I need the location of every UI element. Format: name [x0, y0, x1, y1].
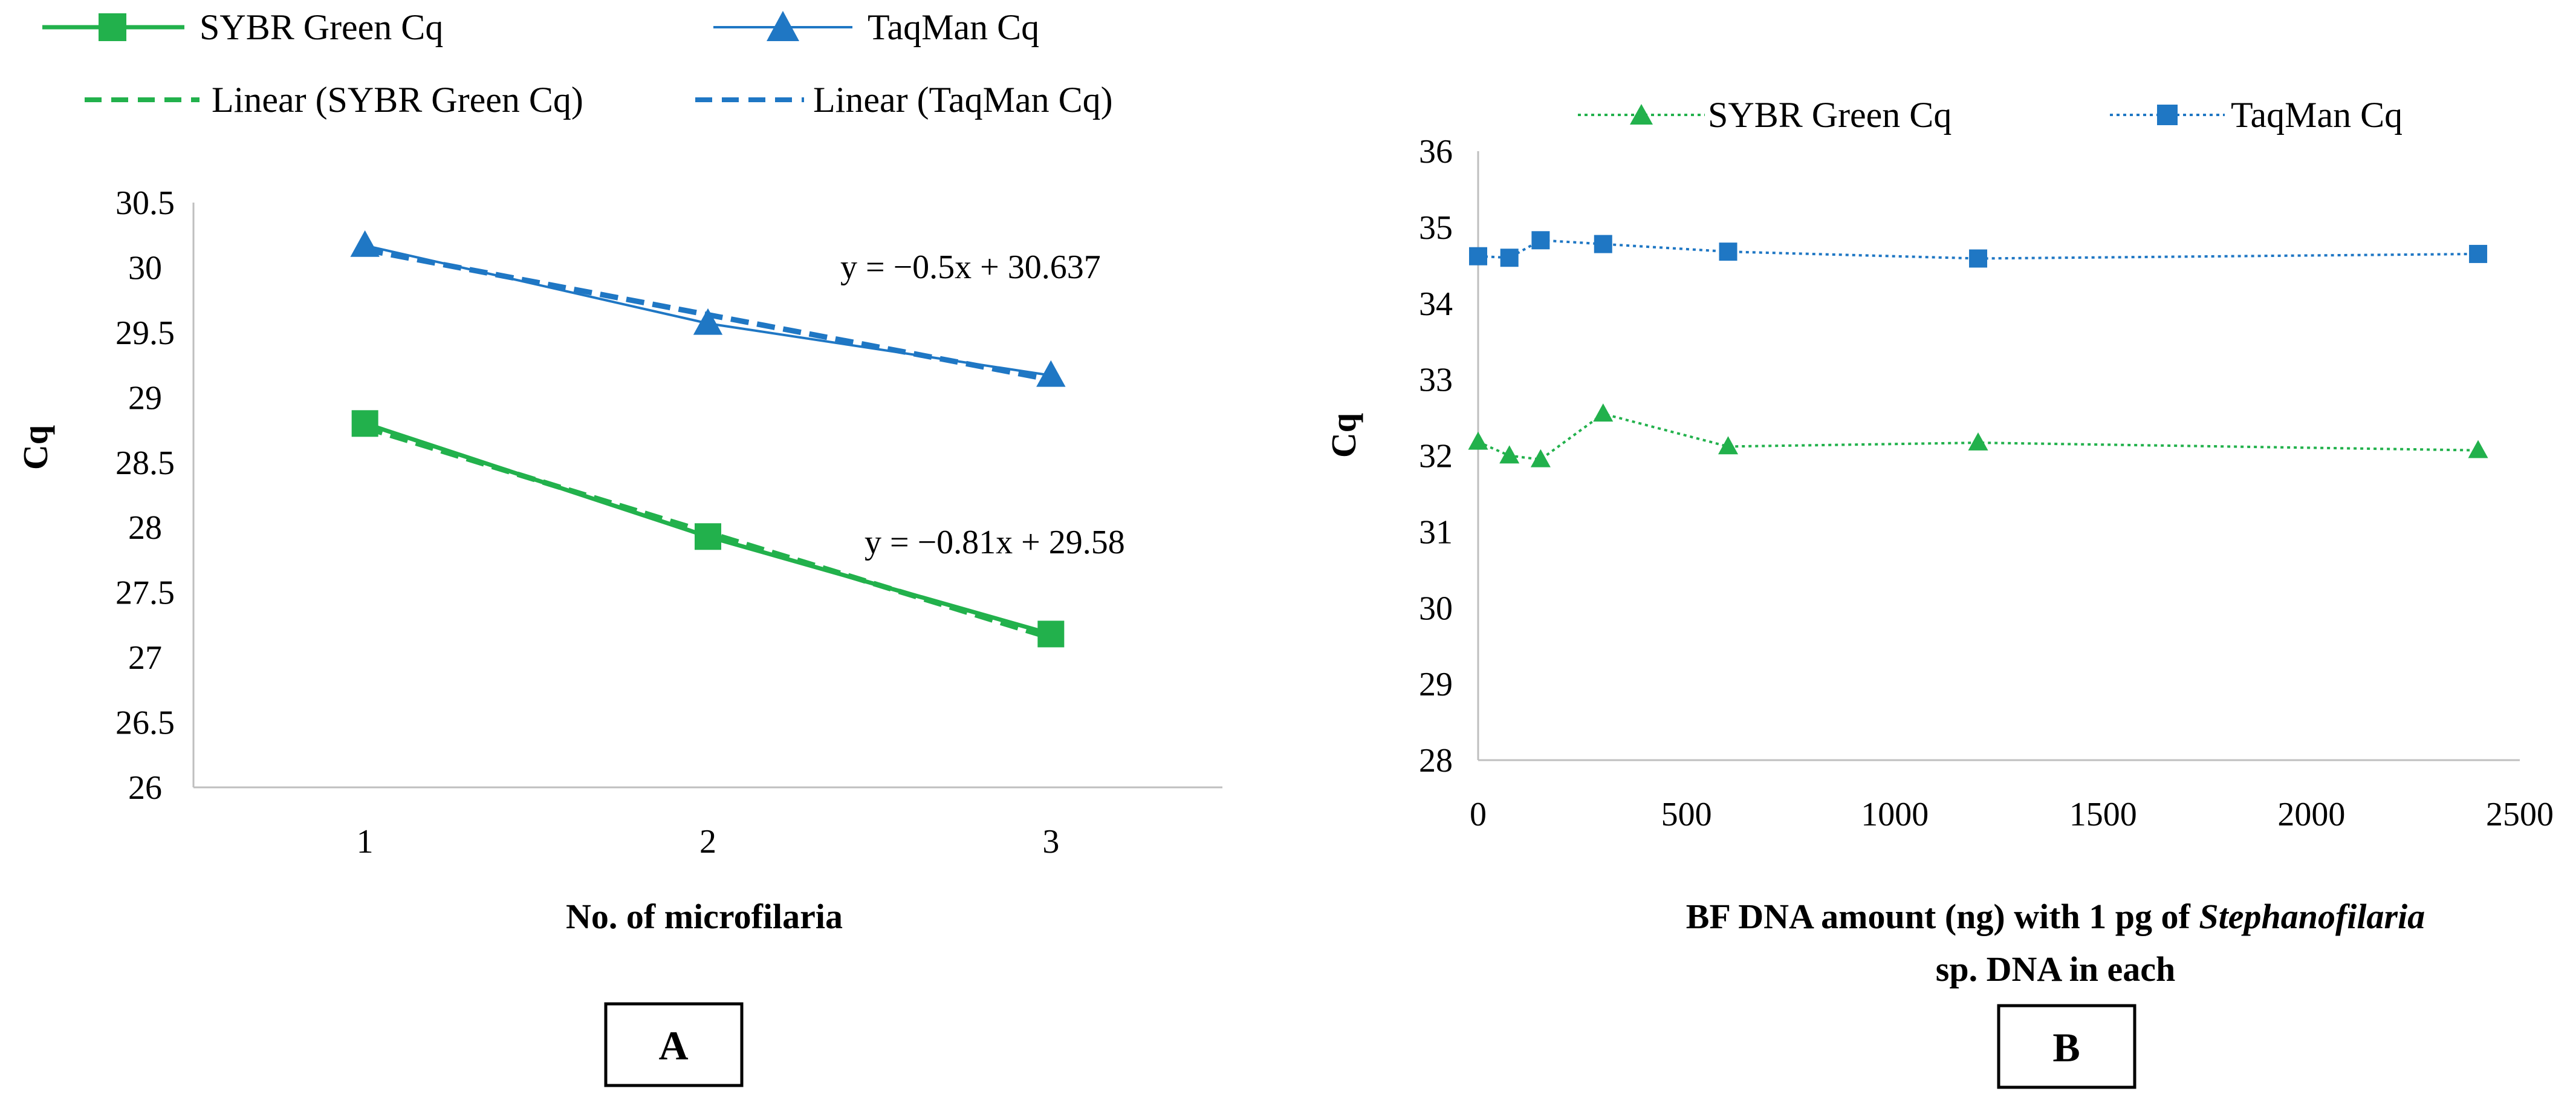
y-tick-label-a: 27.5 — [115, 574, 175, 612]
data-point-a-1 — [350, 230, 380, 257]
panel-a-label: A — [658, 1023, 688, 1069]
y-tick-label-a: 27 — [128, 639, 162, 677]
y-tick-label-a: 26 — [128, 769, 162, 807]
data-point-a-0 — [695, 523, 721, 550]
x-tick-label-a: 3 — [1042, 823, 1059, 861]
x-axis-label-b-text: BF DNA amount (ng) with 1 pg of — [1686, 897, 2199, 936]
data-point-b-0 — [1718, 436, 1739, 455]
data-point-a-0 — [351, 410, 378, 437]
data-point-b-0 — [1593, 403, 1614, 422]
y-tick-label-a: 26.5 — [115, 705, 175, 742]
x-tick-label-b: 1500 — [2069, 796, 2137, 833]
legend-a-sybr-label: SYBR Green Cq — [200, 7, 443, 47]
legend-a-sybr-trend-label: Linear (SYBR Green Cq) — [212, 80, 583, 120]
data-point-b-0 — [2468, 440, 2488, 458]
data-point-b-1 — [1469, 247, 1487, 265]
y-tick-label-a: 30 — [128, 249, 162, 287]
y-tick-label-b: 31 — [1419, 513, 1453, 551]
x-axis-label-a: No. of microfilaria — [566, 897, 843, 936]
data-point-a-0 — [1037, 620, 1065, 648]
series-a — [350, 230, 1066, 648]
axes-b — [1477, 151, 2520, 761]
x-axis-label-b-line1: BF DNA amount (ng) with 1 pg of Stephano… — [1686, 897, 2425, 936]
legend-b-sybr-marker — [1630, 104, 1653, 125]
data-point-a-1 — [1036, 360, 1066, 387]
legend-a-taqman-label: TaqMan Cq — [868, 7, 1039, 47]
x-tick-label-a: 1 — [357, 823, 374, 861]
data-point-b-0 — [1499, 445, 1520, 464]
x-tick-label-a: 2 — [699, 823, 716, 861]
x-tick-label-b: 0 — [1470, 796, 1487, 833]
y-tick-label-a: 30.5 — [115, 184, 175, 222]
data-point-b-1 — [2469, 244, 2488, 263]
y-axis-label-a: Cq — [16, 425, 55, 470]
panel-b-label: B — [2052, 1024, 2080, 1070]
y-tick-label-a: 29 — [128, 379, 162, 417]
panel-b-box — [1997, 1004, 2136, 1089]
y-tick-label-b: 35 — [1419, 209, 1453, 247]
data-point-b-1 — [1969, 249, 1988, 268]
y-tick-label-b: 33 — [1419, 362, 1453, 399]
panel-a-box — [604, 1002, 744, 1087]
y-ticks-b: 28 29 30 31 32 33 34 35 36 — [1419, 133, 1453, 779]
data-point-b-0 — [1468, 431, 1488, 450]
y-tick-label-b: 34 — [1419, 285, 1453, 323]
legend-a-sybr-marker — [99, 13, 126, 41]
y-tick-label-a: 28.5 — [115, 444, 175, 482]
data-point-b-1 — [1594, 235, 1612, 253]
data-point-b-0 — [1530, 449, 1551, 467]
x-axis-label-b-italic: Stephanofilaria — [2199, 897, 2425, 936]
legend-b-taqman-label: TaqMan Cq — [2231, 95, 2402, 135]
data-point-a-1 — [693, 308, 723, 335]
series-b — [1468, 231, 2488, 467]
y-ticks-a: 26 26.5 27 27.5 28 28.5 29 29.5 30 30.5 — [115, 184, 175, 807]
trendlines-a — [364, 247, 1052, 641]
y-tick-label-b: 29 — [1419, 666, 1453, 703]
legend-a: SYBR Green Cq TaqMan Cq Linear (SYBR Gre… — [42, 7, 1113, 120]
data-point-b-1 — [1500, 249, 1519, 267]
x-ticks-a: 1 2 3 — [357, 823, 1060, 861]
y-tick-label-b: 28 — [1419, 742, 1453, 779]
y-tick-label-a: 28 — [128, 509, 162, 547]
legend-b-taqman-marker — [2157, 105, 2178, 125]
legend-a-taqman-trend-label: Linear (TaqMan Cq) — [813, 80, 1113, 120]
data-point-b-1 — [1719, 242, 1737, 261]
x-tick-label-b: 2000 — [2277, 796, 2345, 833]
y-tick-label-b: 36 — [1419, 133, 1453, 171]
legend-a-taqman-marker — [767, 11, 799, 41]
x-axis-label-b-line2: sp. DNA in each — [1936, 949, 2175, 989]
x-tick-label-b: 1000 — [1861, 796, 1929, 833]
legend-b: SYBR Green Cq TaqMan Cq — [1578, 95, 2402, 135]
y-tick-label-a: 29.5 — [115, 314, 175, 352]
x-ticks-b: 0 500 1000 1500 2000 2500 — [1470, 796, 2554, 833]
x-tick-label-b: 2500 — [2486, 796, 2554, 833]
y-tick-label-b: 30 — [1419, 590, 1453, 627]
equation-taqman: y = −0.5x + 30.637 — [840, 249, 1101, 286]
y-axis-label-b: Cq — [1324, 413, 1363, 458]
x-tick-label-b: 500 — [1661, 796, 1712, 833]
legend-b-sybr-label: SYBR Green Cq — [1708, 95, 1951, 135]
equation-sybr: y = −0.81x + 29.58 — [865, 524, 1125, 561]
y-tick-label-b: 32 — [1419, 438, 1453, 475]
data-point-b-0 — [1968, 432, 1988, 451]
axes-a — [192, 203, 1222, 789]
data-point-b-1 — [1531, 231, 1550, 250]
